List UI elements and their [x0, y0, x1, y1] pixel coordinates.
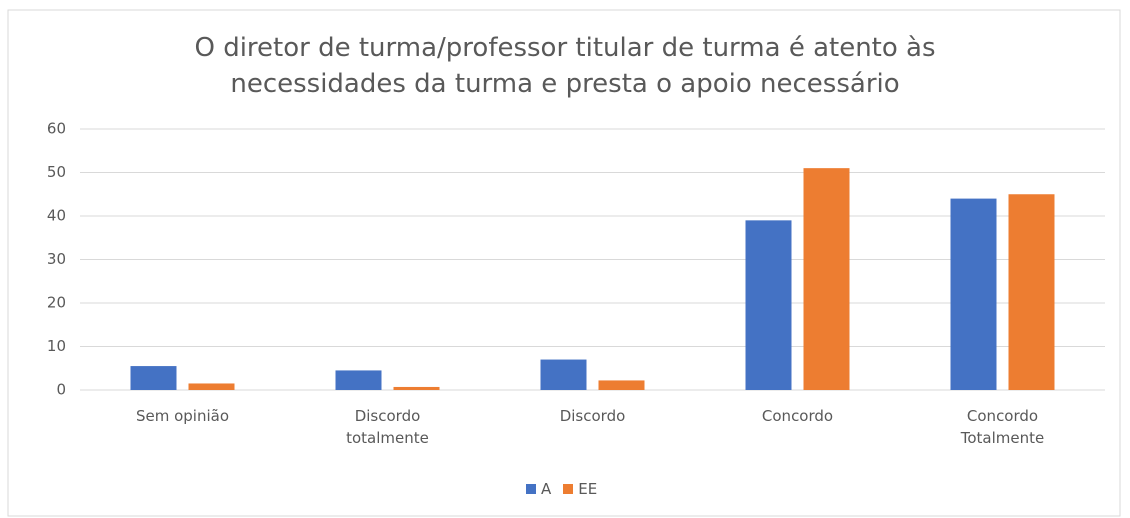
y-tick-label: 20	[47, 294, 66, 312]
y-tick-label: 0	[56, 381, 66, 399]
y-tick-label: 40	[47, 207, 66, 225]
y-tick-label: 10	[47, 337, 66, 355]
x-tick-label: Sem opinião	[135, 407, 230, 425]
bar	[745, 220, 792, 390]
x-tick-label: Discordo totalmente	[346, 407, 429, 447]
y-tick-label: 50	[47, 163, 66, 181]
bar	[803, 168, 850, 390]
legend-item: EE	[563, 480, 597, 498]
legend-swatch	[563, 484, 574, 494]
x-tick-label: Discordo	[559, 407, 626, 425]
legend-item: A	[526, 480, 551, 498]
bar	[130, 366, 177, 390]
bar	[335, 370, 382, 390]
chart-frame	[7, 9, 1121, 517]
bar	[540, 359, 587, 390]
bar	[393, 386, 440, 390]
bar	[188, 383, 235, 390]
bar	[598, 380, 645, 390]
x-tick-label: Concordo Totalmente	[960, 407, 1045, 447]
legend-swatch	[526, 484, 536, 494]
y-tick-label: 30	[47, 250, 66, 268]
bar	[1008, 194, 1055, 390]
legend-label: EE	[578, 480, 598, 498]
legend-label: A	[541, 480, 552, 498]
y-tick-label: 60	[47, 120, 66, 138]
chart-title: O diretor de turma/professor titular de …	[194, 33, 936, 99]
x-tick-label: Concordo	[761, 407, 834, 425]
bar	[950, 198, 997, 390]
